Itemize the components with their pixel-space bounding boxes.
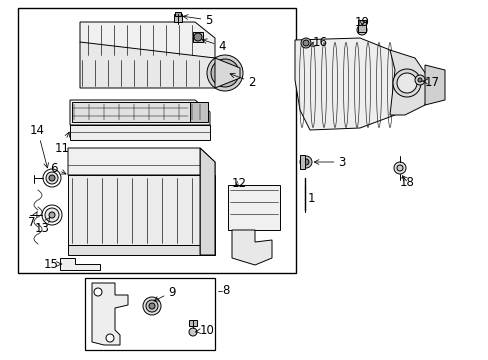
Circle shape xyxy=(392,69,420,97)
Circle shape xyxy=(46,172,58,184)
Text: 2: 2 xyxy=(230,73,255,89)
Text: 11: 11 xyxy=(55,132,70,154)
Circle shape xyxy=(206,55,243,91)
Bar xyxy=(175,12,181,16)
Circle shape xyxy=(216,64,234,82)
Bar xyxy=(18,8,295,273)
Circle shape xyxy=(301,38,310,48)
Text: 1: 1 xyxy=(307,192,315,204)
Text: 6: 6 xyxy=(50,162,66,175)
Circle shape xyxy=(43,169,61,187)
Text: 4: 4 xyxy=(202,39,225,53)
Circle shape xyxy=(396,73,416,93)
Circle shape xyxy=(303,40,308,46)
Bar xyxy=(193,32,203,42)
Polygon shape xyxy=(92,283,128,345)
Bar xyxy=(190,102,207,122)
Bar xyxy=(227,185,280,230)
Text: 16: 16 xyxy=(309,36,327,49)
Text: 18: 18 xyxy=(399,176,414,189)
Text: 15: 15 xyxy=(44,257,61,270)
Bar xyxy=(174,14,182,22)
Text: 13: 13 xyxy=(35,217,50,234)
Polygon shape xyxy=(68,245,215,255)
Circle shape xyxy=(393,162,405,174)
Circle shape xyxy=(417,78,421,82)
Circle shape xyxy=(106,334,114,342)
Text: 17: 17 xyxy=(421,76,439,89)
Text: 3: 3 xyxy=(314,156,345,168)
Circle shape xyxy=(303,159,308,165)
Circle shape xyxy=(356,25,366,35)
Polygon shape xyxy=(80,42,215,88)
Circle shape xyxy=(49,175,55,181)
Circle shape xyxy=(194,33,202,41)
Polygon shape xyxy=(68,175,215,245)
Polygon shape xyxy=(215,58,240,88)
Bar xyxy=(299,155,305,169)
Polygon shape xyxy=(80,22,215,58)
Circle shape xyxy=(142,297,161,315)
Circle shape xyxy=(414,75,424,85)
Circle shape xyxy=(299,156,311,168)
Circle shape xyxy=(42,205,62,225)
Circle shape xyxy=(45,208,59,222)
Circle shape xyxy=(49,212,55,218)
Polygon shape xyxy=(68,148,215,175)
Circle shape xyxy=(94,288,102,296)
Polygon shape xyxy=(70,100,209,125)
Text: 9: 9 xyxy=(154,285,175,301)
Polygon shape xyxy=(70,125,209,140)
Bar xyxy=(357,20,365,32)
Circle shape xyxy=(149,303,155,309)
Circle shape xyxy=(210,59,239,87)
Text: 10: 10 xyxy=(195,324,214,337)
Bar xyxy=(72,102,190,122)
Circle shape xyxy=(189,328,197,336)
Text: 12: 12 xyxy=(231,176,246,189)
Bar xyxy=(189,320,197,326)
Polygon shape xyxy=(424,65,444,105)
Polygon shape xyxy=(60,258,100,270)
Circle shape xyxy=(146,300,158,312)
Polygon shape xyxy=(294,38,404,130)
Text: 8: 8 xyxy=(222,284,229,297)
Text: 5: 5 xyxy=(183,14,212,27)
Polygon shape xyxy=(231,230,271,265)
Polygon shape xyxy=(200,148,215,255)
Polygon shape xyxy=(389,50,429,115)
Circle shape xyxy=(396,165,402,171)
Bar xyxy=(85,278,215,350)
Text: 14: 14 xyxy=(30,123,48,168)
Text: 7: 7 xyxy=(28,211,37,229)
Text: 19: 19 xyxy=(354,15,369,28)
